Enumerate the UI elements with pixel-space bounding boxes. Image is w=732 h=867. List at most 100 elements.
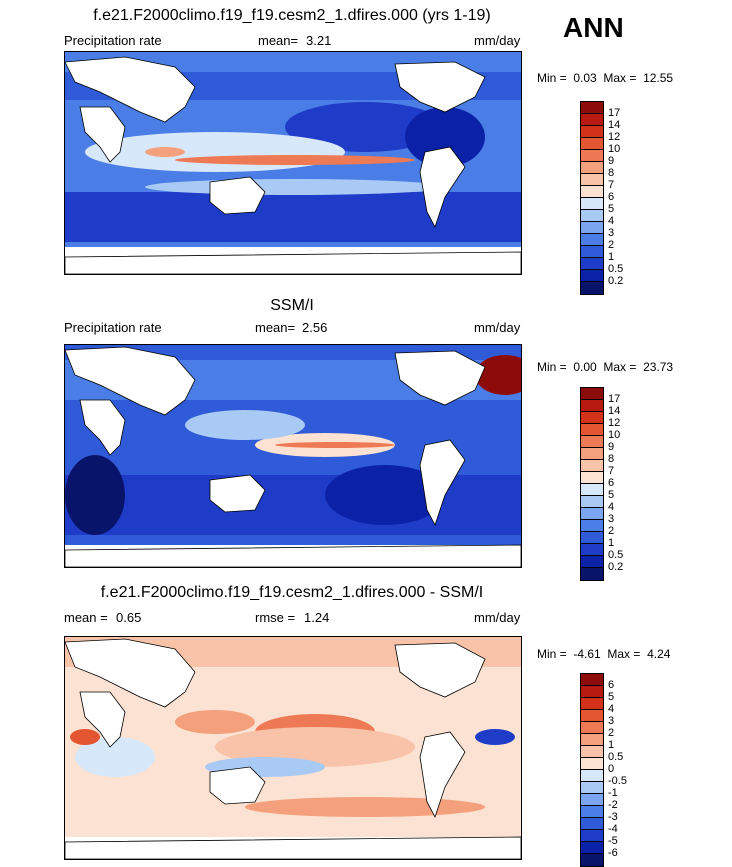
panel3-map — [64, 636, 522, 860]
panel2-min-value: 0.00 — [573, 360, 597, 374]
panel3-colorbar-box — [581, 854, 603, 866]
panel3-max-label: Max = — [607, 647, 641, 661]
panel3-title: f.e21.F2000climo.f19_f19.cesm2_1.dfires.… — [100, 584, 484, 601]
panel1-colorbar-box — [581, 114, 603, 126]
panel3-min-value: -4.61 — [573, 647, 601, 661]
panel2-level-label: 1 — [608, 537, 615, 549]
panel3-units: mm/day — [474, 610, 521, 625]
panel2-level-label: 12 — [608, 417, 621, 429]
panel2-level-label: 4 — [608, 501, 615, 513]
panel3-colorbar-box — [581, 782, 603, 794]
panel1-level-label: 6 — [608, 191, 615, 203]
panel2-level-label: 0.5 — [608, 549, 624, 561]
panel3-mean-label: mean = — [64, 610, 108, 625]
panel1-units: mm/day — [474, 33, 521, 48]
panel2-level-label: 8 — [608, 453, 615, 465]
panel3-rmse-label: rmse = — [255, 610, 296, 625]
panel1-colorbar-box — [581, 210, 603, 222]
panel3-level-label: 3 — [608, 715, 615, 727]
panel2-colorbar-box — [581, 484, 603, 496]
panel1-colorbar-box — [581, 246, 603, 258]
panel1-colorbar-box — [581, 126, 603, 138]
panel3-level-label: -6 — [608, 847, 618, 859]
panel2-level-label: 14 — [608, 405, 621, 417]
panel3-colorbar-box — [581, 674, 603, 686]
panel2-variable-label: Precipitation rate — [64, 320, 162, 335]
panel2-level-label: 17 — [608, 393, 621, 405]
panel2-colorbar-box — [581, 400, 603, 412]
panel3-colorbar-box — [581, 698, 603, 710]
panel3-level-label: 1 — [608, 739, 615, 751]
panel1-max-value: 12.55 — [643, 71, 674, 85]
panel1-colorbar-box — [581, 198, 603, 210]
panel1-colorbar — [580, 101, 604, 295]
panel3-colorbar-box — [581, 842, 603, 854]
panel1-colorbar-box — [581, 174, 603, 186]
panel3-colorbar-box — [581, 818, 603, 830]
panel2-colorbar-box — [581, 436, 603, 448]
panel3-level-label: 6 — [608, 679, 615, 691]
panel1-min-label: Min = — [537, 71, 567, 85]
panel1-level-label: 12 — [608, 131, 621, 143]
panel1-colorbar-box — [581, 162, 603, 174]
panel1-map — [64, 51, 522, 275]
panel3-level-label: 2 — [608, 727, 615, 739]
panel2-level-label: 0.2 — [608, 561, 624, 573]
panel3-level-label: -0.5 — [608, 775, 627, 787]
panel1-colorbar-box — [581, 138, 603, 150]
panel3-colorbar-box — [581, 758, 603, 770]
panel1-colorbar-box — [581, 270, 603, 282]
panel2-colorbar — [580, 387, 604, 581]
panel1-level-label: 9 — [608, 155, 615, 167]
panel3-colorbar-box — [581, 686, 603, 698]
panel2-mean-label: mean= — [255, 320, 296, 335]
panel3-minmax: Min = -4.61 Max = 4.24 — [537, 647, 670, 661]
panel3-min-label: Min = — [537, 647, 567, 661]
panel1-min-value: 0.03 — [573, 71, 597, 85]
panel2-max-label: Max = — [603, 360, 637, 374]
panel3-colorbar-box — [581, 746, 603, 758]
panel2-colorbar-box — [581, 448, 603, 460]
panel3-max-value: 4.24 — [647, 647, 671, 661]
panel1-mean-label: mean= — [258, 33, 299, 48]
panel1-level-label: 1 — [608, 251, 615, 263]
panel3-level-label: -3 — [608, 811, 618, 823]
panel2-colorbar-box — [581, 556, 603, 568]
panel2-colorbar-box — [581, 460, 603, 472]
panel2-colorbar-box — [581, 472, 603, 484]
panel1-level-label: 0.2 — [608, 275, 624, 287]
panel2-colorbar-box — [581, 508, 603, 520]
panel2-min-label: Min = — [537, 360, 567, 374]
panel1-variable-label: Precipitation rate — [64, 33, 162, 48]
panel2-max-value: 23.73 — [643, 360, 674, 374]
panel3-colorbar-box — [581, 722, 603, 734]
panel2-level-label: 6 — [608, 477, 615, 489]
panel2-colorbar-box — [581, 388, 603, 400]
panel3-level-label: 5 — [608, 691, 615, 703]
panel1-colorbar-box — [581, 102, 603, 114]
panel1-colorbar-box — [581, 150, 603, 162]
panel1-colorbar-box — [581, 258, 603, 270]
panel2-level-label: 9 — [608, 441, 615, 453]
panel2-level-label: 5 — [608, 489, 615, 501]
panel3-colorbar — [580, 673, 604, 867]
panel2-title: SSM/I — [270, 297, 314, 314]
panel3-level-label: -5 — [608, 835, 618, 847]
panel2-mean-value: 2.56 — [302, 320, 328, 335]
panel3-level-label: -4 — [608, 823, 618, 835]
panel3-colorbar-box — [581, 794, 603, 806]
panel1-colorbar-box — [581, 186, 603, 198]
panel3-mean-value: 0.65 — [116, 610, 142, 625]
panel2-colorbar-box — [581, 496, 603, 508]
panel1-mean-value: 3.21 — [306, 33, 332, 48]
panel2-level-label: 10 — [608, 429, 621, 441]
panel1-colorbar-box — [581, 234, 603, 246]
panel1-max-label: Max = — [603, 71, 637, 85]
panel1-level-label: 5 — [608, 203, 615, 215]
panel3-level-label: -1 — [608, 787, 618, 799]
panel1-level-label: 8 — [608, 167, 615, 179]
panel3-colorbar-box — [581, 770, 603, 782]
panel1-title: f.e21.F2000climo.f19_f19.cesm2_1.dfires.… — [93, 7, 491, 24]
panel3-colorbar-box — [581, 710, 603, 722]
panel2-units: mm/day — [474, 320, 521, 335]
